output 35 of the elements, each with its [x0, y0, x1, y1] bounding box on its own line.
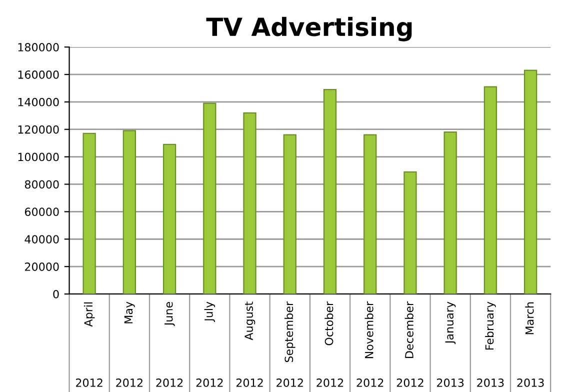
bar [323, 89, 337, 294]
bar [364, 134, 377, 294]
bar [484, 86, 498, 294]
category-label: August 2012 [236, 302, 263, 387]
y-tick-label: 160000 [18, 70, 59, 79]
category-label: November 2012 [356, 301, 384, 387]
y-tick-label: 100000 [18, 152, 59, 162]
category-label: December 2012 [396, 301, 424, 387]
y-tick-label: 140000 [18, 98, 59, 106]
y-tick-label: 180000 [18, 43, 59, 52]
y-tick-label: 20000 [25, 262, 59, 271]
category-label: January 2013 [437, 302, 464, 387]
y-tick-label: 80000 [24, 180, 59, 189]
bar [203, 102, 216, 294]
bar [82, 132, 96, 294]
category-label: March 2013 [517, 302, 544, 387]
bar [162, 144, 176, 294]
bar [404, 171, 417, 294]
chart-title: TV Advertising [206, 16, 412, 42]
bar [444, 132, 457, 294]
bar [283, 134, 296, 294]
y-tick-label: 0 [53, 290, 59, 298]
category-label: July 2012 [196, 302, 223, 387]
category-label: October 2012 [316, 301, 344, 387]
bar [243, 112, 256, 294]
category-label: February 2013 [477, 302, 504, 387]
category-label: May 2012 [116, 302, 142, 387]
category-label: June 2012 [156, 302, 183, 387]
category-label: April 2012 [76, 302, 102, 387]
bar [122, 130, 136, 294]
y-tick-label: 60000 [24, 208, 59, 216]
bar [524, 70, 538, 294]
category-label: September 2012 [276, 301, 303, 387]
y-tick-label: 120000 [18, 125, 59, 134]
y-tick-label: 40000 [24, 235, 59, 244]
